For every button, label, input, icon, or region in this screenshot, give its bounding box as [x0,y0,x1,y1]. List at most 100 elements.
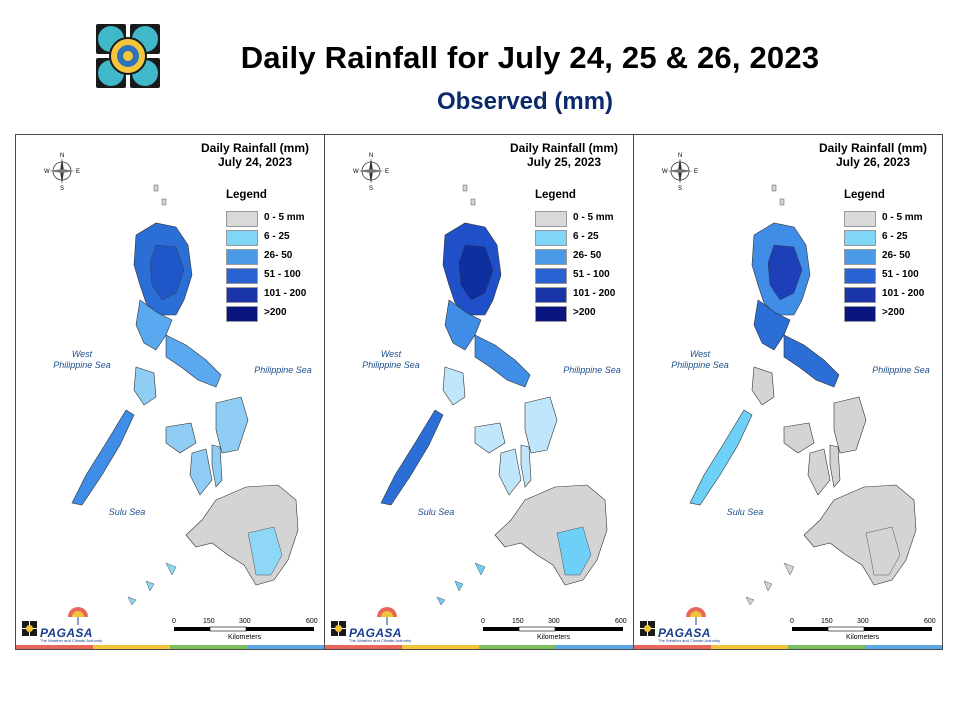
legend-label: 6 - 25 [264,231,290,242]
agency-seal-logo [96,24,160,88]
region-panay [474,422,506,454]
scale-tick-300: 300 [239,618,251,625]
philippines-rainfall-map [689,184,932,632]
scale-tick-300: 300 [548,618,560,625]
region-bicol [783,334,840,388]
legend-label: >200 [264,307,287,318]
legend-title: Legend [844,189,885,201]
svg-text:E: E [76,169,80,175]
region-mindanao [185,484,299,586]
sulu-sea-label: Sulu Sea [726,507,764,517]
legend-label: 6 - 25 [882,231,908,242]
scale-unit-label: Kilometers [537,634,571,641]
region-samar-leyte [524,396,558,454]
legend-swatch [844,268,876,284]
rainfall-map-panel-2: N E S W Daily Rainfall (mm) July 25, 202… [324,134,634,650]
region-mindanao [494,484,608,586]
philippine-sea-label: Philippine Sea [254,365,312,375]
west-philippine-sea-label: West Philippine Sea [362,349,420,370]
agency-logo: PAGASA The Weather and Climate Authority [638,607,720,645]
region-bicol [165,334,222,388]
legend-swatch [226,306,258,322]
legend-label: 6 - 25 [573,231,599,242]
footer-color-bar [325,645,633,649]
footer-color-bar [16,645,324,649]
region-mindanao-east [865,526,901,576]
rainfall-map-panel-3: N E S W Daily Rainfall (mm) July 26, 202… [633,134,943,650]
region-central-luzon [753,299,791,351]
legend-title: Legend [535,189,576,201]
footer-color-segment [634,645,711,649]
scale-tick-150: 150 [512,618,524,625]
region-mindoro [133,366,157,406]
svg-text:W: W [662,169,668,175]
sulu-sea-label: Sulu Sea [108,507,146,517]
footer-color-segment [402,645,479,649]
svg-text:S: S [369,186,373,191]
west-philippine-sea-label: West Philippine Sea [53,349,111,370]
region-sulu-islands [745,562,795,606]
scale-tick-600: 600 [924,618,936,625]
panel-date: July 26, 2023 [835,155,911,169]
legend-swatch [844,306,876,322]
region-palawan [689,409,753,506]
region-mindoro [442,366,466,406]
region-central-luzon [444,299,482,351]
scale-unit-label: Kilometers [846,634,880,641]
legend-label: 101 - 200 [573,288,616,299]
legend-swatch [844,230,876,246]
scale-unit-label: Kilometers [228,634,262,641]
region-mindanao [803,484,917,586]
legend-label: 51 - 100 [882,269,919,280]
agency-tagline: The Weather and Climate Authority [658,638,721,643]
region-mindanao-east [247,526,283,576]
region-batanes [153,184,167,206]
footer-color-segment [479,645,556,649]
legend-label: 0 - 5 mm [573,212,614,223]
region-cebu [520,444,532,488]
footer-color-segment [247,645,324,649]
svg-text:W: W [44,169,50,175]
legend-label: 26- 50 [882,250,911,261]
footer-color-segment [93,645,170,649]
page-title: Daily Rainfall for July 24, 25 & 26, 202… [240,40,820,75]
legend-label: 51 - 100 [573,269,610,280]
region-negros [498,448,522,496]
rainfall-map-panel-1: N E S W Daily Rainfall (mm) July 24, 202… [15,134,325,650]
svg-text:N: N [678,153,682,159]
scale-tick-0: 0 [790,618,794,625]
scale-bar [483,626,623,632]
region-central-luzon [135,299,173,351]
legend-label: 51 - 100 [264,269,301,280]
legend-label: 0 - 5 mm [264,212,305,223]
region-cebu [211,444,223,488]
region-negros [189,448,213,496]
footer-color-segment [865,645,942,649]
legend-swatch [226,268,258,284]
agency-name: PAGASA [658,626,711,640]
footer-color-segment [711,645,788,649]
footer-color-segment [16,645,93,649]
region-sulu-islands [127,562,177,606]
scale-tick-600: 600 [615,618,627,625]
panel-title-text: Daily Rainfall (mm) [200,141,310,155]
north-arrow-compass: N E S W [44,151,80,191]
svg-text:S: S [678,186,682,191]
agency-logo: PAGASA The Weather and Climate Authority [20,607,102,645]
scale-tick-300: 300 [857,618,869,625]
region-mindanao-east [556,526,592,576]
region-batanes [462,184,476,206]
region-luzon-core [767,244,803,301]
footer-color-bar [634,645,942,649]
svg-text:N: N [369,153,373,159]
panel-title: Daily Rainfall (mm) July 24, 2023 [186,141,324,169]
region-panay [165,422,197,454]
legend-swatch [844,211,876,227]
legend-swatch [226,230,258,246]
footer-color-segment [170,645,247,649]
legend-swatch [535,230,567,246]
legend-swatch [535,249,567,265]
region-samar-leyte [833,396,867,454]
sulu-sea-label: Sulu Sea [417,507,455,517]
philippines-rainfall-map [71,184,314,632]
